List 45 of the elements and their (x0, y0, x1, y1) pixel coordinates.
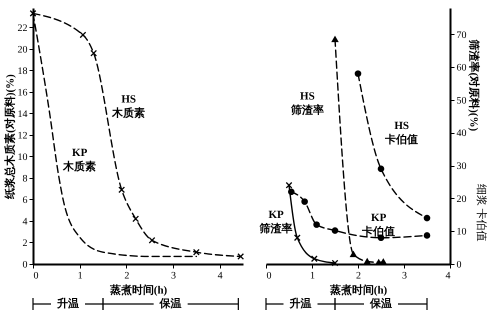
y-axis-title: 纸浆总木质素(对原料)(%) (4, 74, 16, 200)
y-tick-label: 20 (18, 44, 28, 56)
y-tick-label: 0 (22, 260, 28, 270)
series-label: HS 木质素 (111, 93, 146, 120)
series-label: KP 筛渣率 (258, 208, 293, 235)
y-tick-label: 8 (22, 173, 28, 184)
y-tick-label: 22 (18, 22, 28, 34)
y-tick-label: 14 (18, 108, 28, 120)
y-tick-label: 30 (456, 161, 466, 172)
text: 升温 (56, 297, 79, 310)
series-label: KP 卡伯值 (361, 212, 396, 238)
x-tick-label: 0 (34, 270, 38, 282)
series-label: HS 筛渣率 (290, 90, 324, 117)
y-tick-label: 0 (456, 260, 462, 270)
x-tick-label: 3 (171, 270, 176, 282)
series-label: KP 木质素 (62, 147, 96, 174)
text: 保温 (158, 297, 182, 310)
x-tick-label: 0 (266, 270, 272, 282)
y-tick-label: 60 (456, 62, 466, 74)
x-axis-title: 蒸煮时间(h) (108, 284, 168, 296)
y-tick-label: 40 (456, 128, 466, 140)
y-tick-label: 6 (22, 194, 28, 206)
y-axis-title: 筛渣率(对原料)(%) (468, 38, 480, 132)
y-tick-label: 2 (22, 238, 28, 249)
y-tick-label: 70 (456, 30, 466, 41)
y-tick-label: 10 (456, 226, 466, 238)
y-tick-label: 16 (18, 87, 28, 98)
x-axis-title: 蒸煮时间(h) (328, 284, 388, 296)
x-tick-label: 1 (310, 270, 315, 282)
y-tick-label: 18 (18, 66, 28, 77)
x-tick-label: 1 (78, 270, 83, 282)
x-tick-label: 2 (124, 270, 130, 282)
y-tick-label: 10 (18, 152, 28, 163)
y-tick-label: 12 (18, 130, 28, 142)
x-tick-label: 4 (218, 270, 223, 282)
series-label: HS 卡伯值 (384, 120, 418, 146)
x-tick-label: 4 (446, 270, 450, 282)
text: 升温 (288, 297, 312, 310)
text: 保温 (369, 297, 392, 310)
y-tick-label: 50 (456, 95, 466, 106)
y-tick-label: 20 (456, 194, 466, 205)
x-tick-label: 3 (402, 270, 407, 282)
y-tick-label: 4 (22, 216, 28, 228)
y2-axis-title: 细浆 卡伯值 (475, 184, 488, 242)
x-tick-label: 2 (356, 270, 361, 282)
